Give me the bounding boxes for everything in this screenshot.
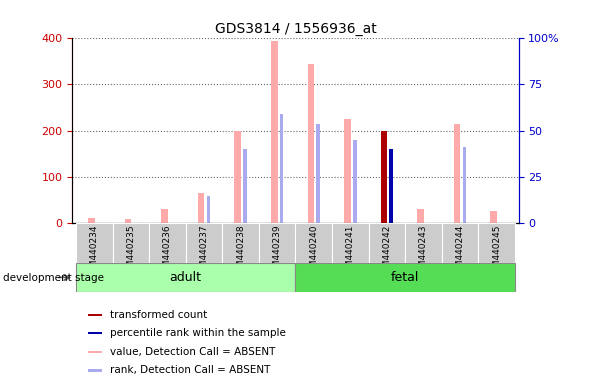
Bar: [332, 223, 368, 263]
Bar: [88, 351, 103, 353]
Bar: [280, 114, 283, 223]
Bar: [405, 223, 442, 263]
Text: GSM440237: GSM440237: [200, 225, 209, 280]
Bar: [113, 223, 149, 263]
Text: GSM440236: GSM440236: [163, 225, 172, 280]
Bar: [271, 41, 277, 223]
Bar: [463, 147, 466, 223]
Bar: [368, 223, 405, 263]
Bar: [223, 223, 259, 263]
Bar: [353, 140, 356, 223]
Bar: [235, 131, 241, 223]
Bar: [344, 119, 351, 223]
Bar: [198, 193, 204, 223]
Bar: [88, 332, 103, 334]
Bar: [207, 197, 210, 223]
Bar: [76, 223, 113, 263]
Text: transformed count: transformed count: [110, 310, 207, 320]
Bar: [88, 218, 95, 223]
Bar: [243, 149, 247, 223]
Bar: [295, 263, 515, 292]
Text: GSM440242: GSM440242: [382, 225, 391, 279]
Text: value, Detection Call = ABSENT: value, Detection Call = ABSENT: [110, 347, 276, 357]
Bar: [186, 223, 223, 263]
Text: GSM440234: GSM440234: [90, 225, 99, 279]
Text: GSM440244: GSM440244: [455, 225, 464, 279]
Bar: [442, 223, 478, 263]
Text: fetal: fetal: [391, 271, 419, 284]
Bar: [308, 64, 314, 223]
Text: adult: adult: [169, 271, 202, 284]
Title: GDS3814 / 1556936_at: GDS3814 / 1556936_at: [215, 22, 376, 36]
Text: GSM440241: GSM440241: [346, 225, 355, 279]
Bar: [149, 223, 186, 263]
Text: GSM440235: GSM440235: [127, 225, 136, 280]
Text: GSM440245: GSM440245: [492, 225, 501, 279]
Bar: [490, 211, 497, 223]
Bar: [417, 209, 424, 223]
Bar: [380, 131, 387, 223]
Text: GSM440239: GSM440239: [273, 225, 282, 280]
Text: GSM440240: GSM440240: [309, 225, 318, 279]
Bar: [88, 314, 103, 316]
Text: percentile rank within the sample: percentile rank within the sample: [110, 328, 286, 338]
Text: GSM440243: GSM440243: [419, 225, 428, 279]
Bar: [317, 124, 320, 223]
Bar: [125, 219, 131, 223]
Bar: [295, 223, 332, 263]
Text: GSM440238: GSM440238: [236, 225, 245, 280]
Bar: [88, 369, 103, 372]
Bar: [161, 209, 168, 223]
Bar: [259, 223, 295, 263]
Text: rank, Detection Call = ABSENT: rank, Detection Call = ABSENT: [110, 366, 271, 376]
Bar: [454, 124, 461, 223]
Bar: [76, 263, 295, 292]
Bar: [478, 223, 515, 263]
Text: development stage: development stage: [3, 273, 104, 283]
Bar: [390, 149, 393, 223]
